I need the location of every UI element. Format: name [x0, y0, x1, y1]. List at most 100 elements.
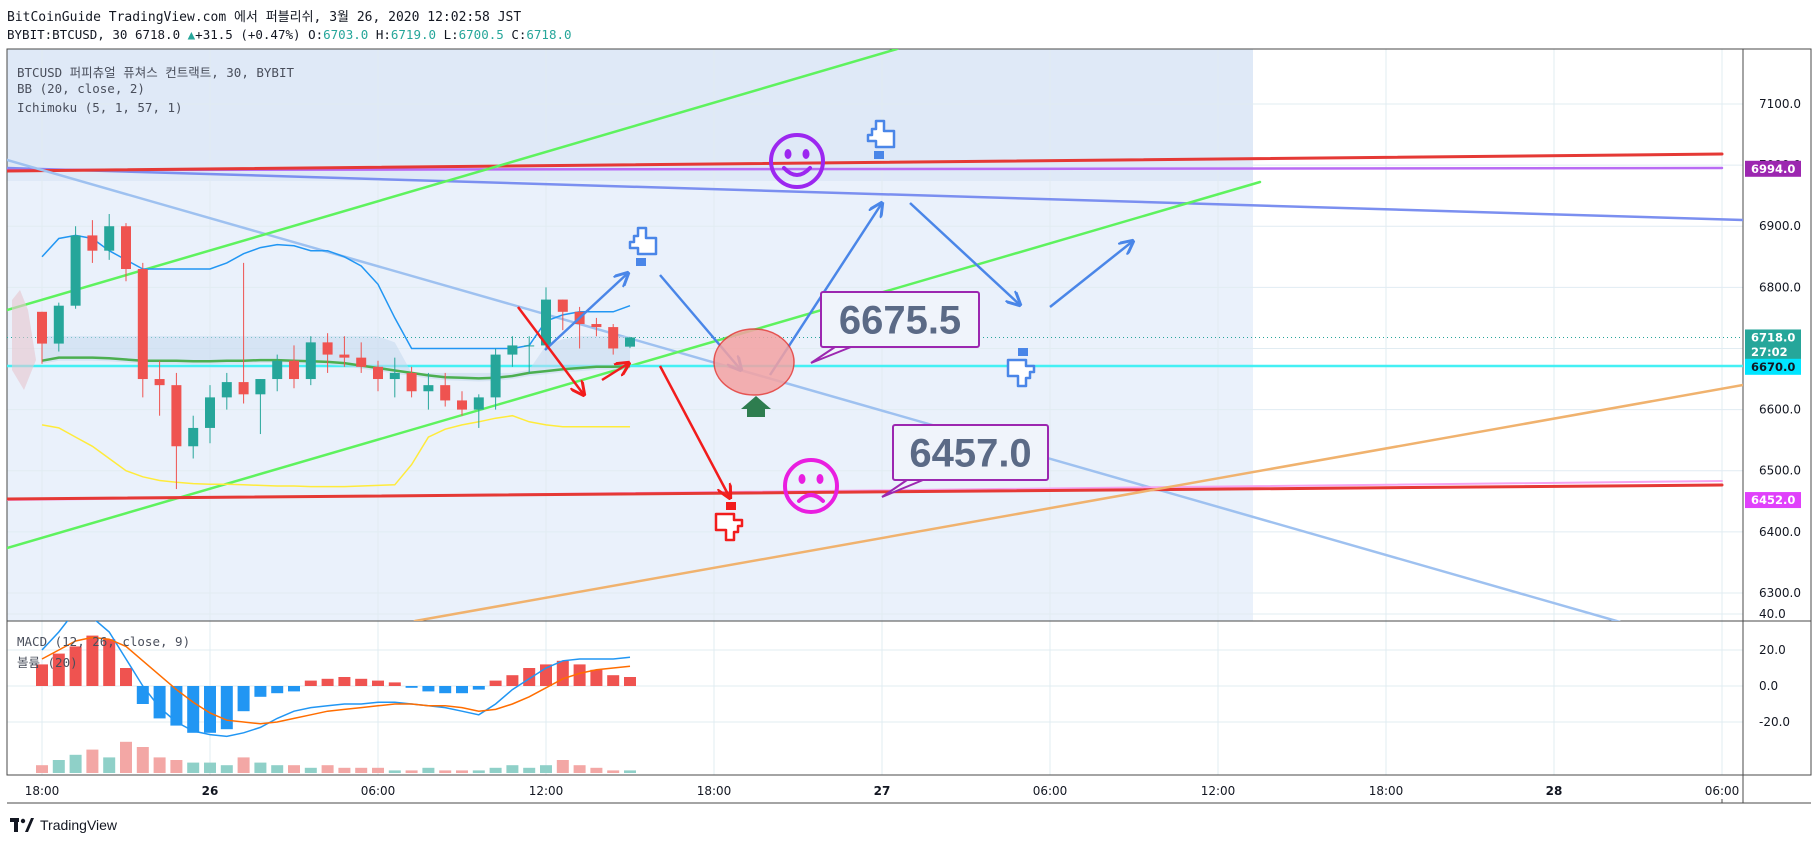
chart-frame: [6, 48, 1812, 776]
high-label: H:: [375, 27, 391, 42]
macd-histogram-bar: [86, 635, 99, 686]
macd-histogram-bar: [321, 678, 334, 686]
price-tag-label: 6718.0: [1751, 330, 1795, 344]
candle-body: [70, 235, 81, 306]
macd-line: [41, 621, 631, 738]
callout-text: 6675.5: [839, 299, 961, 343]
volume-bar: [456, 770, 468, 773]
candle-body: [423, 385, 434, 392]
trendline-orange: [413, 383, 1743, 621]
hand-shape: [1006, 358, 1036, 388]
price-change: +31.5 (+0.47%): [195, 27, 301, 42]
price-tag-label: 6994.0: [1751, 162, 1795, 176]
face-eye: [784, 149, 792, 159]
candle-body: [557, 299, 568, 312]
trendline-red-lower: [7, 483, 1724, 501]
time-axis-tick: 18:00: [25, 784, 60, 798]
macd-histogram-bar: [254, 686, 267, 697]
up-arrow-icon: [741, 396, 771, 417]
candle-body: [255, 379, 266, 395]
close-label: C:: [511, 27, 527, 42]
open-value: 6703.0: [323, 27, 369, 42]
macd-histogram-bar: [120, 668, 132, 686]
macd-histogram-bar: [304, 680, 317, 686]
time-axis-tick: 18:00: [1369, 784, 1404, 798]
candle-body: [221, 382, 232, 398]
volume-bar: [556, 760, 569, 773]
smiley-sad-icon: [783, 458, 839, 514]
callout-text: 6457.0: [909, 432, 1031, 476]
up-triangle-icon: ▲: [187, 27, 196, 42]
macd-histogram-bar: [170, 686, 183, 726]
volume-bar: [136, 747, 149, 773]
tradingview-brand[interactable]: TradingView: [10, 817, 117, 833]
macd-axis-tick: 40.0: [1759, 607, 1786, 621]
macd-histogram-bar: [69, 646, 82, 686]
hand-cuff: [636, 258, 646, 266]
candle-body: [305, 342, 316, 380]
pointing-hand-down-icon: [628, 226, 658, 266]
candle-body: [608, 327, 619, 349]
volume-bar: [489, 767, 502, 773]
price-tag-bg: [1745, 344, 1801, 361]
volume-bar: [187, 762, 200, 773]
candle-body: [625, 337, 635, 347]
trendline-blue-upper: [7, 166, 1743, 222]
candle-body: [87, 235, 98, 251]
pointing-hand-up-icon: [714, 502, 744, 542]
price-axis-tick: 6900.0: [1759, 219, 1801, 233]
low-value: 6700.5: [458, 27, 504, 42]
symbol-label: BYBIT:BTCUSD, 30: [7, 27, 128, 42]
candle-body: [104, 226, 115, 251]
time-axis-tick: 06:00: [1033, 784, 1068, 798]
macd-axis-tick: 20.0: [1759, 643, 1786, 657]
trendline-green-upper: [7, 49, 899, 312]
arrow-blue-5: [1049, 241, 1133, 308]
callout-tail: [810, 346, 852, 364]
volume-bar: [153, 757, 166, 773]
hand-cuff: [874, 151, 884, 159]
face-eye: [798, 474, 806, 484]
time-axis-tick: 28: [1546, 784, 1563, 798]
candle-body: [524, 345, 535, 347]
time-axis-tick: 18:00: [697, 784, 732, 798]
arrow-red-1: [517, 306, 584, 395]
time-axis-tick: 06:00: [1705, 784, 1740, 798]
face-mouth: [797, 493, 825, 503]
candle-body: [53, 305, 64, 344]
macd-histogram-bar: [472, 686, 485, 690]
face-outline: [769, 133, 825, 189]
candle-body: [473, 397, 484, 410]
price-axis-tick: 6600.0: [1759, 403, 1801, 417]
volume-bar: [439, 770, 452, 773]
volume-bar: [472, 770, 485, 773]
volume-bar: [607, 770, 620, 773]
volume-bar: [237, 757, 250, 773]
highlight-ellipse: [713, 328, 795, 396]
price-tag-bg: [1745, 160, 1801, 177]
macd-histogram-bar: [355, 678, 368, 686]
candle-body: [373, 366, 383, 380]
macd-histogram-bar: [590, 669, 603, 686]
ichimoku-cloud-red: [12, 290, 36, 390]
callout-box: [820, 291, 980, 348]
volume-bar: [304, 767, 317, 773]
volume-bar: [288, 765, 300, 773]
face-mouth: [782, 166, 812, 177]
callout-box: [892, 424, 1049, 481]
candle-body: [37, 311, 47, 344]
price-axis-tick: 6500.0: [1759, 464, 1801, 478]
volume-bar: [523, 767, 536, 773]
macd-histogram-bar: [489, 680, 502, 686]
time-axis-tick: 06:00: [361, 784, 396, 798]
volume-bar: [338, 767, 351, 773]
candle-body: [121, 226, 131, 270]
trendline-lightblue: [7, 158, 1621, 621]
ichimoku-cloud: [42, 336, 630, 382]
price-tag-label: 27:02: [1751, 345, 1788, 359]
chart-header-title: BitCoinGuide TradingView.com 에서 퍼블리쉬, 3월…: [7, 10, 522, 25]
macd-layer: [36, 621, 636, 773]
macd-axis-tick: -20.0: [1759, 715, 1790, 729]
macd-histogram-bar: [187, 686, 200, 733]
